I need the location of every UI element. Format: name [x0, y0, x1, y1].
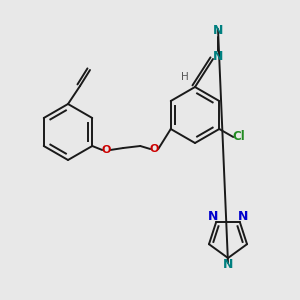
Text: N: N	[223, 259, 233, 272]
Text: Cl: Cl	[233, 130, 246, 143]
Text: N: N	[238, 211, 248, 224]
Text: N: N	[213, 50, 223, 64]
Text: N: N	[213, 25, 223, 38]
Text: H: H	[181, 72, 189, 82]
Text: O: O	[102, 145, 111, 155]
Text: O: O	[150, 144, 159, 154]
Text: N: N	[208, 211, 218, 224]
